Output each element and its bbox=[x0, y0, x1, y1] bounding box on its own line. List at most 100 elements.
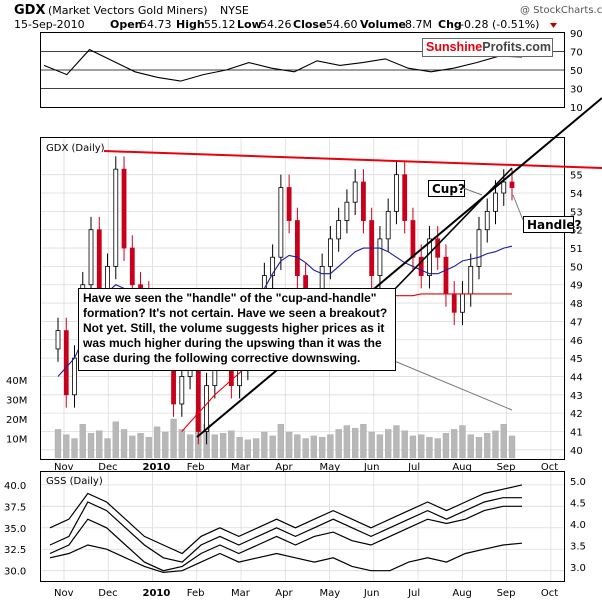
cup-annotation: Cup? bbox=[432, 182, 465, 196]
volume-bar bbox=[508, 435, 516, 459]
volume-bar bbox=[153, 426, 161, 459]
close-label: Close bbox=[293, 18, 326, 31]
gss-x-tick-label: Dec bbox=[98, 588, 117, 599]
price-x-tick-label: Feb bbox=[187, 462, 205, 473]
candle-body bbox=[55, 330, 61, 350]
cup-trendline bbox=[391, 167, 513, 293]
volume-bar bbox=[467, 434, 474, 459]
candle-body bbox=[286, 187, 292, 221]
candle-body bbox=[460, 293, 465, 313]
candle-body bbox=[402, 174, 408, 221]
symbol: GDX bbox=[14, 3, 45, 18]
low-label: Low bbox=[237, 18, 262, 31]
volume-bar bbox=[211, 434, 218, 459]
gss-x-tick-label: Apr bbox=[275, 588, 293, 599]
price-tick-label: 40 bbox=[570, 446, 583, 457]
rsi-line bbox=[43, 48, 523, 82]
volume-bar bbox=[310, 435, 318, 459]
volume-bar bbox=[335, 429, 342, 459]
price-layer: 40 41 42 43 44 45 46 47 48 49 50 51 52 53 54 55 10M 20M 30… bbox=[6, 97, 602, 473]
candle-body bbox=[204, 385, 209, 432]
volume-bar bbox=[484, 433, 491, 459]
rsi-tick-label: 50 bbox=[570, 66, 583, 77]
volume-bar bbox=[393, 425, 400, 459]
volume-bar bbox=[186, 434, 194, 459]
volume-bar bbox=[87, 433, 95, 459]
price-tick-label: 53 bbox=[570, 207, 583, 218]
candle-body bbox=[410, 220, 416, 258]
handle-pointer bbox=[512, 194, 524, 221]
volume-bar bbox=[71, 438, 78, 459]
volume-bar bbox=[385, 429, 392, 459]
volume-bar bbox=[451, 429, 458, 459]
volume-bar bbox=[244, 439, 252, 459]
volume-bar bbox=[360, 424, 367, 459]
volume-tick-label: 40M bbox=[6, 376, 27, 387]
security-name: (Market Vectors Gold Miners) bbox=[48, 4, 208, 17]
price-tick-label: 52 bbox=[570, 226, 583, 237]
volume-bar bbox=[500, 424, 507, 459]
candle-body bbox=[63, 330, 69, 396]
analysis-callout: Have we seen the "handle" of the "cup-an… bbox=[78, 288, 396, 371]
candle-body bbox=[121, 168, 127, 249]
candle-body bbox=[352, 181, 358, 203]
candle-body bbox=[468, 265, 474, 295]
candle-body bbox=[361, 181, 366, 221]
volume-bar bbox=[162, 431, 169, 459]
price-tick-label: 41 bbox=[570, 427, 583, 438]
volume-bar bbox=[343, 425, 351, 459]
gss-left-tick-label: 37.5 bbox=[4, 502, 26, 513]
gss-left-tick-label: 35.0 bbox=[4, 524, 26, 535]
handle-annotation: Handle? bbox=[527, 218, 582, 232]
gss-x-tick-label: Oct bbox=[541, 588, 558, 599]
volume-bar bbox=[219, 433, 227, 459]
high-value: 55.12 bbox=[204, 18, 236, 31]
volume-bar bbox=[120, 429, 128, 459]
gss-right-tick-label: 4.0 bbox=[570, 520, 586, 531]
price-x-tick-label: Nov bbox=[54, 462, 74, 473]
rsi-tick-label: 10 bbox=[570, 103, 583, 114]
price-tick-label: 47 bbox=[570, 317, 583, 328]
volume-label: Volume bbox=[360, 18, 406, 31]
candle-body bbox=[501, 181, 507, 194]
price-x-tick-label: Oct bbox=[541, 462, 558, 473]
volume-bar bbox=[285, 431, 293, 459]
price-tick-label: 55 bbox=[570, 171, 583, 182]
price-x-tick-label: Aug bbox=[452, 462, 472, 473]
volume-bar bbox=[228, 430, 235, 459]
volume-bar bbox=[277, 424, 285, 459]
rsi-tick-label: 90 bbox=[570, 29, 583, 40]
price-x-tick-label: May bbox=[320, 462, 341, 473]
price-tick-label: 48 bbox=[570, 299, 583, 310]
volume-bar bbox=[492, 430, 499, 459]
volume-bar bbox=[294, 434, 301, 459]
volume-bar bbox=[459, 425, 466, 459]
candle-body bbox=[344, 201, 350, 221]
gss-x-tick-label: Mar bbox=[231, 588, 251, 599]
volume-bar bbox=[104, 438, 111, 459]
close-value: 54.60 bbox=[326, 18, 358, 31]
sunshine-profits-logo: SunshineProfits.com bbox=[422, 38, 553, 57]
credit: @ StockCharts.com bbox=[520, 5, 602, 16]
candle-body bbox=[443, 256, 449, 295]
price-tick-label: 49 bbox=[570, 281, 583, 292]
price-x-tick-label: Mar bbox=[231, 462, 251, 473]
volume-bar bbox=[418, 434, 425, 459]
candle-body bbox=[476, 229, 482, 267]
volume-bar bbox=[63, 434, 70, 459]
open-value: 54.73 bbox=[140, 18, 172, 31]
price-x-tick-label: Dec bbox=[98, 462, 117, 473]
candle-body bbox=[394, 174, 399, 212]
gss-layer: 40.0 37.5 35.0 32.5 30.0 5.0 4.5 4.0 3.5 3.0 Nov De… bbox=[4, 472, 586, 599]
volume-bar bbox=[145, 437, 152, 459]
candle-body bbox=[179, 376, 185, 405]
exchange: NYSE bbox=[220, 4, 249, 17]
price-x-tick-label: Jul bbox=[407, 462, 420, 473]
volume-bar bbox=[112, 421, 119, 459]
volume-bar bbox=[475, 437, 483, 459]
price-x-tick-label: Sep bbox=[497, 462, 516, 473]
gss-x-tick-label: Feb bbox=[187, 588, 205, 599]
gss-series-line bbox=[49, 542, 523, 574]
